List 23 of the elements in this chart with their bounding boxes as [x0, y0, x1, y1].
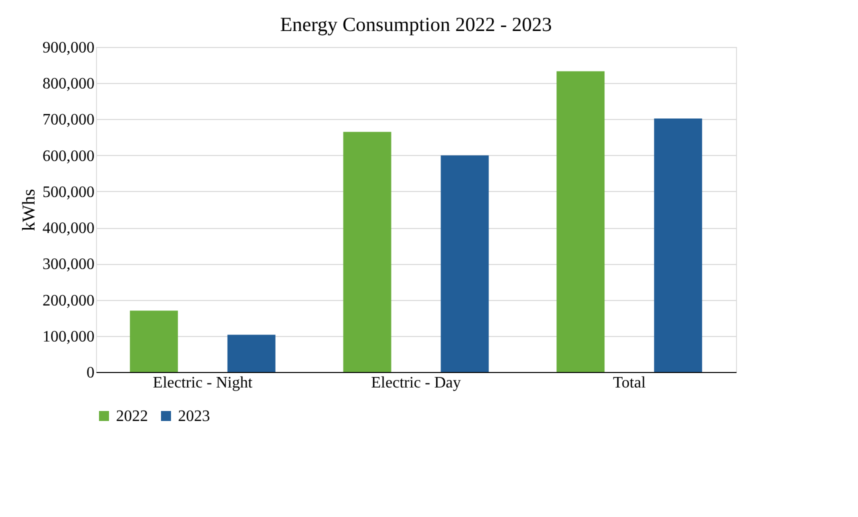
y-tick-label: 100,000 — [42, 328, 94, 346]
x-tick-label: Electric - Day — [371, 374, 461, 392]
y-tick-label: 500,000 — [42, 184, 94, 201]
y-tick-label: 900,000 — [42, 40, 94, 56]
y-tick-label: 200,000 — [42, 292, 94, 310]
y-tick-label: 300,000 — [42, 256, 94, 274]
y-tick-label: 700,000 — [42, 112, 94, 129]
chart-title: Energy Consumption 2022 - 2023 — [280, 14, 552, 36]
x-tick-label: Electric - Night — [152, 374, 253, 392]
bar — [227, 334, 276, 372]
y-tick-label: 400,000 — [42, 220, 94, 238]
y-tick-label: 800,000 — [42, 76, 94, 93]
bar — [440, 155, 489, 372]
y-tick-label: 600,000 — [42, 148, 94, 165]
legend-label: 2023 — [178, 408, 210, 425]
x-tick-label: Total — [613, 374, 646, 392]
y-tick-label: 0 — [86, 364, 94, 382]
y-axis-title: kWhs — [18, 189, 38, 231]
legend-label: 2022 — [116, 408, 148, 425]
bar — [654, 118, 702, 372]
bar — [343, 132, 392, 372]
bar — [130, 310, 178, 372]
bar — [556, 71, 605, 372]
